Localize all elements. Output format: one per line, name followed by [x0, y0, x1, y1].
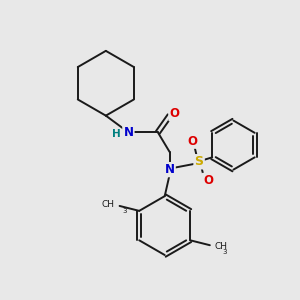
Text: O: O: [169, 107, 179, 120]
Text: S: S: [195, 155, 204, 168]
Text: O: O: [187, 135, 197, 148]
Text: CH: CH: [215, 242, 228, 251]
Text: CH: CH: [102, 200, 115, 209]
Text: N: N: [123, 126, 134, 139]
Text: 3: 3: [122, 208, 127, 214]
Text: 3: 3: [223, 249, 227, 255]
Text: O: O: [203, 174, 213, 187]
Text: H: H: [112, 129, 121, 139]
Text: N: N: [165, 163, 175, 176]
